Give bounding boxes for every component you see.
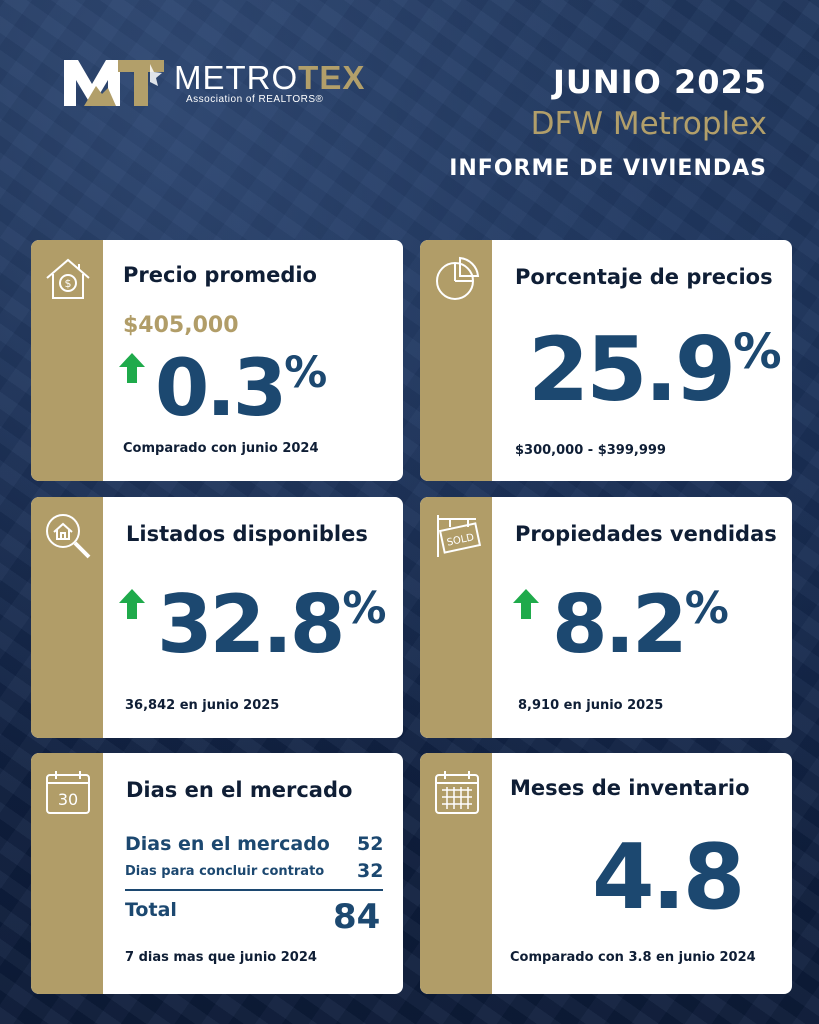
contract-row-value: 32 (357, 860, 384, 882)
avg-price-value: $405,000 (123, 313, 239, 338)
card-stripe (31, 497, 103, 738)
svg-text:30: 30 (58, 790, 78, 809)
percent-sign: % (733, 324, 782, 380)
card-caption: 7 dias mas que junio 2024 (125, 950, 317, 965)
report-month: JUNIO 2025 (553, 63, 767, 101)
up-arrow-icon (513, 589, 539, 619)
calendar-grid-icon (435, 771, 479, 814)
sold-sign-icon: SOLD (437, 515, 482, 557)
card-title: Meses de inventario (510, 776, 750, 800)
dom-row-value: 52 (357, 833, 384, 855)
card-caption: Comparado con junio 2024 (123, 441, 319, 456)
months-inventory-card: Meses de inventario 4.8 Comparado con 3.… (420, 753, 792, 994)
card-caption: $300,000 - $399,999 (515, 443, 666, 458)
house-dollar-icon: $ (46, 258, 90, 299)
sold-change: 8.2% (552, 585, 729, 665)
report-header: JUNIO 2025 DFW Metroplex INFORME DE VIVI… (449, 62, 767, 184)
up-arrow-icon (119, 353, 145, 383)
brand-subtitle: Association of REALTORS® (186, 94, 324, 105)
brand-name-part2: TEX (298, 59, 366, 96)
card-title: Listados disponibles (126, 522, 368, 546)
card-caption: 36,842 en junio 2025 (125, 698, 280, 713)
contract-row-label: Dias para concluir contrato (125, 864, 325, 879)
calendar-30-icon: 30 (46, 771, 90, 814)
card-stripe (31, 753, 103, 994)
price-percentage-number: 25.9 (528, 318, 736, 421)
sold-change-number: 8.2 (552, 578, 688, 671)
card-title: Porcentaje de precios (515, 265, 773, 289)
metrotex-logo: METROTEX Association of REALTORS® (62, 56, 382, 110)
card-title: Precio promedio (123, 263, 317, 287)
total-value: 84 (333, 897, 381, 937)
percent-sign: % (342, 583, 387, 634)
card-caption: 8,910 en junio 2025 (518, 698, 664, 713)
inventory-value: 4.8 (592, 825, 745, 930)
brand-name-part1: METRO (174, 59, 299, 96)
card-title: Dias en el mercado (126, 778, 353, 802)
days-on-market-card: 30 Dias en el mercado Dias en el mercado… (31, 753, 403, 994)
sold-properties-card: SOLD Propiedades vendidas 8.2% 8,910 en … (420, 497, 792, 738)
card-stripe (420, 497, 492, 738)
up-arrow-icon (119, 589, 145, 619)
card-stripe (420, 753, 492, 994)
card-title: Propiedades vendidas (515, 522, 777, 546)
divider (125, 889, 383, 891)
metrotex-logo-mark (64, 60, 164, 106)
listings-change: 32.8% (157, 585, 386, 665)
svg-text:$: $ (65, 277, 72, 290)
avg-price-change: 0.3% (155, 350, 327, 428)
card-caption: Comparado con 3.8 en junio 2024 (510, 950, 756, 965)
dom-row-label: Dias en el mercado (125, 833, 330, 855)
avg-price-change-number: 0.3 (155, 344, 287, 434)
listings-change-number: 32.8 (157, 578, 345, 671)
percent-sign: % (684, 583, 729, 634)
listings-card: Listados disponibles 32.8% 36,842 en jun… (31, 497, 403, 738)
total-label: Total (125, 899, 177, 921)
percent-sign: % (284, 348, 328, 398)
brand-name: METROTEX (174, 60, 365, 96)
price-percentage-card: Porcentaje de precios 25.9% $300,000 - $… (420, 240, 792, 481)
pie-chart-icon (436, 256, 480, 300)
card-stripe (31, 240, 103, 481)
report-region: DFW Metroplex (530, 106, 767, 142)
avg-price-card: $ Precio promedio $405,000 0.3% Comparad… (31, 240, 403, 481)
price-percentage-value: 25.9% (528, 326, 782, 414)
report-title: INFORME DE VIVIENDAS (449, 156, 767, 181)
house-search-icon (46, 514, 91, 559)
